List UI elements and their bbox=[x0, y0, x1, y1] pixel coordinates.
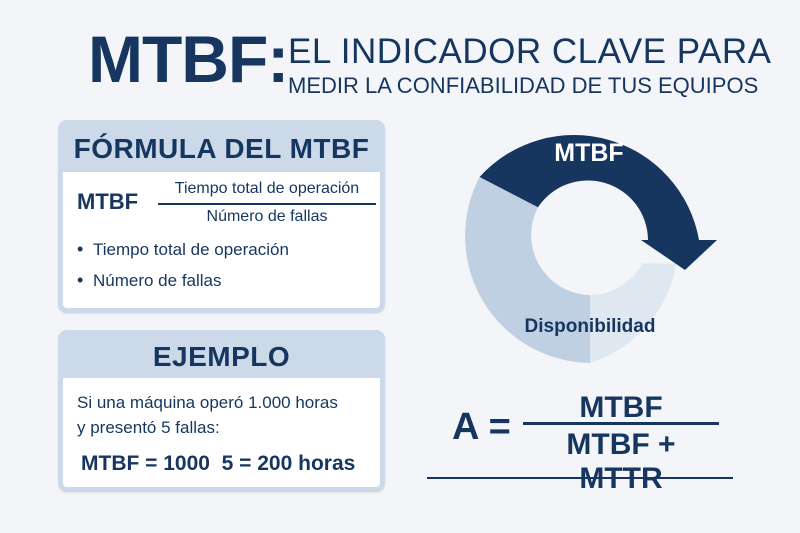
title-subtitle-line1: EL INDICADOR CLAVE PARA bbox=[288, 32, 772, 71]
fraction-bar bbox=[158, 203, 376, 205]
example-card: EJEMPLO Si una máquina operó 1.000 horas… bbox=[58, 330, 385, 492]
cycle-label-mtbf: MTBF bbox=[554, 139, 623, 167]
example-text-line2: y presentó 5 fallas: bbox=[77, 418, 220, 437]
formula-lhs: MTBF bbox=[77, 189, 139, 214]
availability-formula: A = MTBF MTBF + MTTR bbox=[425, 385, 735, 495]
formula-bullet-list: • Tiempo total de operación • Número de fa… bbox=[63, 234, 380, 296]
cycle-segment-light bbox=[590, 263, 677, 363]
formula-underline bbox=[427, 477, 733, 479]
formula-numerator: Tiempo total de operación bbox=[174, 180, 360, 197]
availability-lhs: A = bbox=[452, 406, 511, 448]
cycle-segment-mid bbox=[465, 177, 590, 363]
example-card-heading: EJEMPLO bbox=[63, 335, 380, 378]
example-text-line1: Si una máquina operó 1.000 horas bbox=[77, 393, 338, 412]
bullet-icon: • bbox=[77, 270, 84, 290]
example-calculation: MTBF = 1000 5 = 200 horas bbox=[81, 452, 356, 475]
formula-card: FÓRMULA DEL MTBF MTBF Tiempo total de op… bbox=[58, 120, 385, 313]
formula-denominator: Número de fallas bbox=[206, 208, 328, 225]
title-acronym: MTBF: bbox=[88, 22, 289, 96]
cycle-label-disponibilidad: Disponibilidad bbox=[525, 316, 656, 337]
availability-numerator: MTBF bbox=[579, 391, 663, 424]
title-subtitle-line2: MEDIR LA CONFIABILIDAD DE TUS EQUIPOS bbox=[288, 73, 759, 98]
example-description: Si una máquina operó 1.000 horas y prese… bbox=[63, 378, 380, 440]
bullet-icon: • bbox=[77, 239, 84, 259]
list-item: • Tiempo total de operación bbox=[77, 234, 380, 265]
cycle-segment-dark bbox=[479, 135, 717, 270]
mtbf-formula: MTBF Tiempo total de operación Número de… bbox=[63, 172, 380, 230]
availability-fraction-bar bbox=[523, 422, 719, 425]
availability-denominator: MTBF + MTTR bbox=[566, 428, 676, 495]
mtbf-cycle-diagram: MTBF Disponibilidad bbox=[465, 135, 717, 363]
list-item: • Número de fallas bbox=[77, 265, 380, 296]
formula-card-heading: FÓRMULA DEL MTBF bbox=[63, 125, 380, 172]
